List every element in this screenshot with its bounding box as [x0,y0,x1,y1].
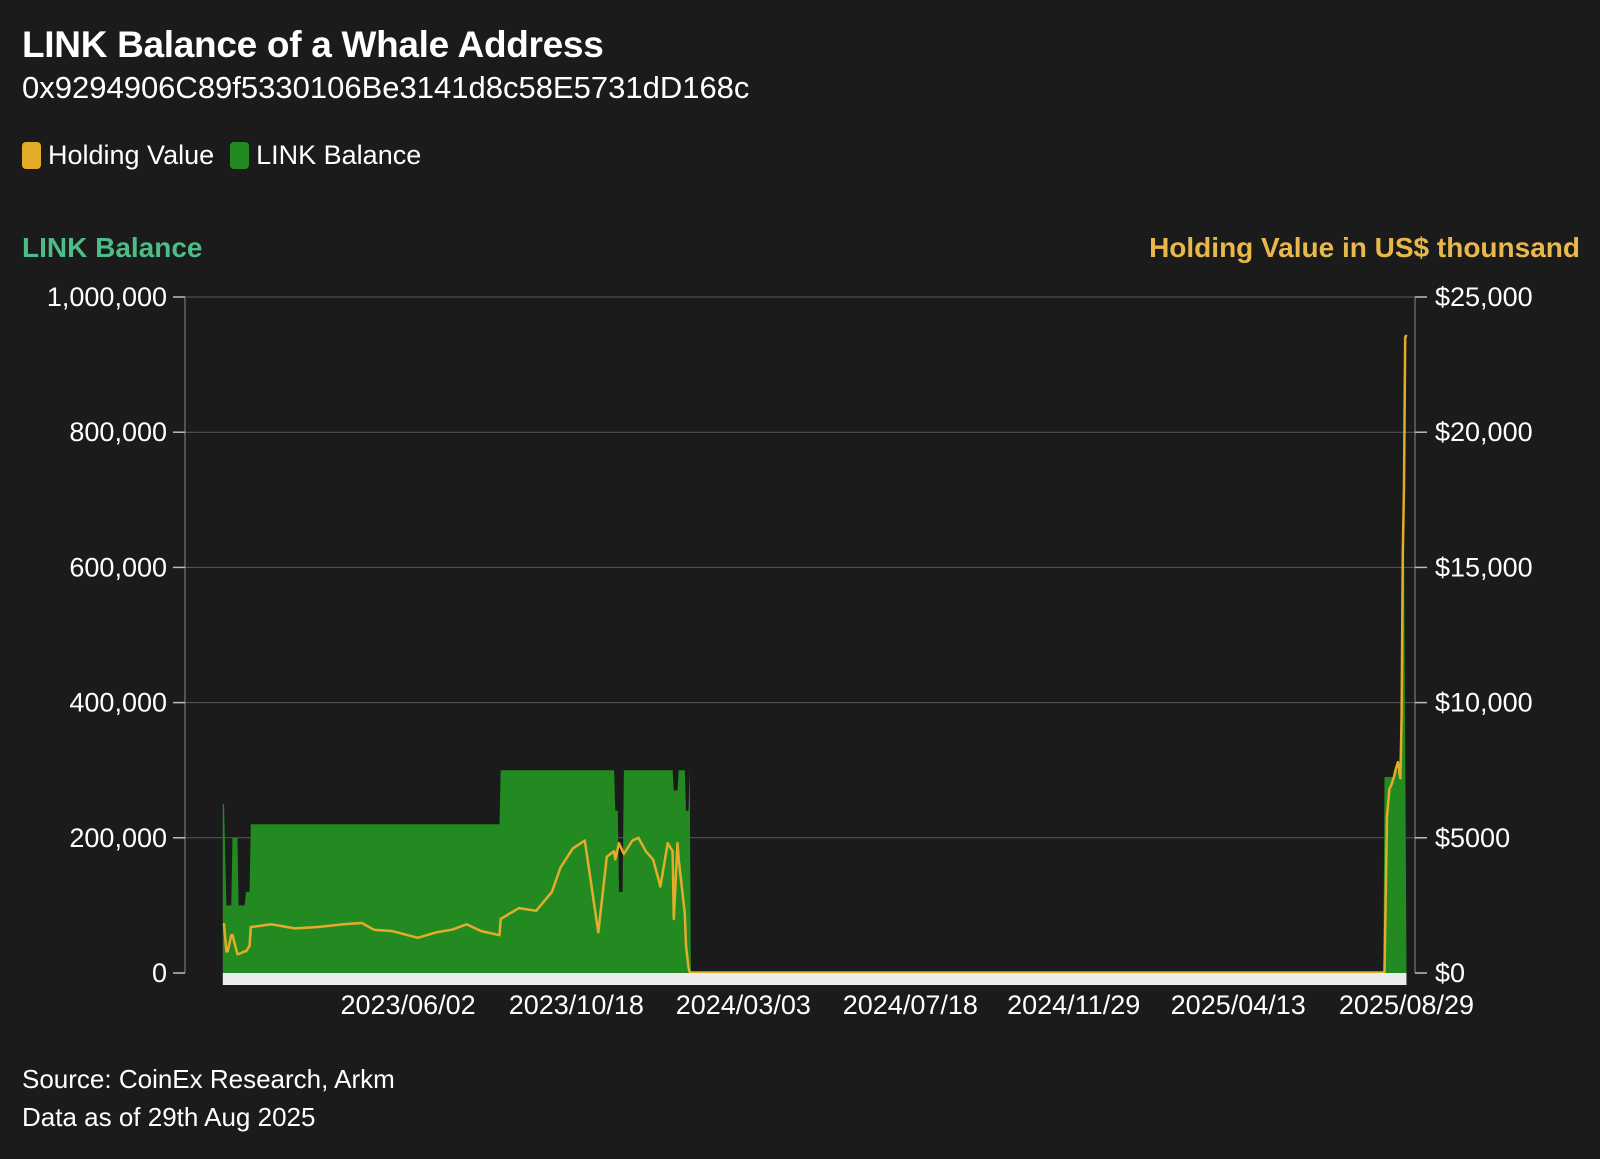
left-axis-title: LINK Balance [22,232,203,263]
data-date-note: Data as of 29th Aug 2025 [22,1102,316,1132]
x-tick-label-2: 2024/03/03 [676,990,811,1020]
right-tick-label-5: $25,000 [1435,282,1533,312]
left-tick-label-2: 400,000 [69,688,167,718]
x-tick-label-5: 2025/04/13 [1171,990,1306,1020]
legend-label-link-balance: LINK Balance [256,140,422,170]
x-tick-label-0: 2023/06/02 [341,990,476,1020]
right-tick-label-0: $0 [1435,958,1465,988]
series-area-link-balance [222,499,1407,973]
x-axis-band [222,973,1407,985]
legend-item-link-balance: LINK Balance [230,140,421,171]
left-tick-label-4: 800,000 [69,417,167,447]
x-tick-label-3: 2024/07/18 [843,990,978,1020]
x-tick-label-6: 2025/08/29 [1339,990,1474,1020]
chart-title: LINK Balance of a Whale Address [22,24,604,65]
x-tick-label-1: 2023/10/18 [509,990,644,1020]
legend: Holding Value LINK Balance [22,140,437,171]
footer-notes: Source: CoinEx Research, Arkm Data as of… [22,1060,395,1136]
right-tick-label-4: $20,000 [1435,417,1533,447]
left-tick-label-0: 0 [152,958,167,988]
right-axis-title: Holding Value in US$ thounsand [1149,232,1580,263]
legend-item-holding-value: Holding Value [22,140,214,171]
chart-subtitle: 0x9294906C89f5330106Be3141d8c58E5731dD16… [22,70,750,105]
left-tick-label-1: 200,000 [69,823,167,853]
legend-label-holding-value: Holding Value [48,140,215,170]
legend-swatch-holding-value [22,142,41,169]
legend-swatch-link-balance [230,142,250,169]
x-tick-label-4: 2024/11/29 [1007,990,1140,1020]
right-tick-label-3: $15,000 [1435,552,1533,582]
right-tick-label-2: $10,000 [1435,688,1533,718]
left-tick-label-3: 600,000 [69,552,167,582]
source-note: Source: CoinEx Research, Arkm [22,1064,395,1094]
left-tick-label-5: 1,000,000 [47,282,167,312]
right-tick-label-1: $5000 [1435,823,1510,853]
series-line-holding-value [222,334,1408,974]
